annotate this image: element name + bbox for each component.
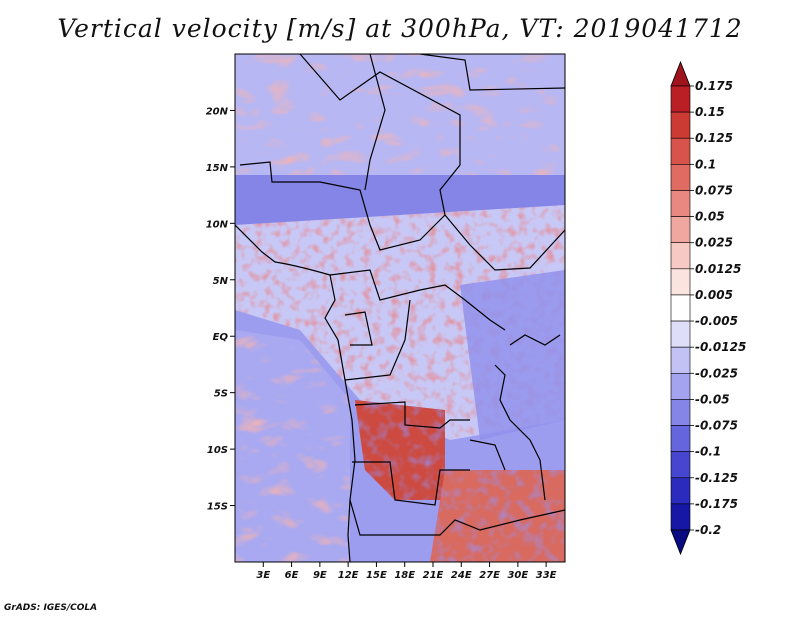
colorbar-label: 0.175 [695, 79, 733, 93]
colorbar-segment [670, 399, 691, 426]
colorbar-segment [670, 372, 691, 400]
colorbar-label: -0.05 [695, 392, 730, 406]
colorbar-segment [670, 137, 691, 165]
lat-tick-label: EQ [213, 332, 229, 343]
lat-tick-label: 10N [206, 219, 229, 230]
lon-tick-label: 18E [394, 570, 415, 581]
map-frame [234, 53, 566, 563]
colorbar-segment [670, 451, 691, 479]
lon-tick-label: 21E [423, 570, 444, 581]
colorbar-segment [670, 216, 691, 244]
lat-tick-label: 5S [214, 389, 228, 400]
lon-tick-label: 9E [313, 570, 327, 581]
lat-tick-label: 10S [207, 445, 228, 456]
colorbar-segment [670, 85, 691, 113]
lon-tick-label: 6E [285, 570, 299, 581]
colorbar-label: -0.005 [695, 314, 738, 328]
colorbar-label: 0.15 [695, 105, 725, 119]
colorbar-label: 0.005 [695, 288, 733, 302]
lon-tick-label: 3E [256, 570, 270, 581]
colorbar-segment [670, 268, 691, 296]
colorbar-label: -0.025 [695, 366, 738, 380]
colorbar-label: 0.05 [695, 210, 725, 224]
lat-tick-label: 15S [207, 502, 228, 513]
grads-credit: GrADS: IGES/COLA [4, 603, 98, 613]
colorbar-segment [670, 111, 691, 139]
lon-tick-label: 15E [366, 570, 387, 581]
colorbar-label: 0.0125 [695, 262, 741, 276]
colorbar-label: -0.2 [695, 523, 721, 537]
lat-tick-label: 20N [206, 106, 229, 117]
colorbar-label: -0.1 [695, 445, 721, 459]
colorbar-label: 0.075 [695, 183, 733, 197]
lon-tick-label: 12E [338, 570, 359, 581]
colorbar-bottom-arrow [670, 529, 691, 556]
colorbar-segment [670, 294, 691, 322]
lon-tick-label: 30E [507, 570, 528, 581]
colorbar-segment [670, 477, 691, 505]
colorbar-label: -0.175 [695, 497, 738, 511]
colorbar-segment [670, 164, 691, 191]
map-title: Vertical velocity [m/s] at 300hPa, VT: 2… [57, 14, 743, 43]
velocity-field [235, 54, 565, 562]
lon-tick-label: 24E [451, 570, 472, 581]
colorbar-segment [670, 190, 691, 217]
lon-tick-label: 33E [536, 570, 557, 581]
colorbar-segment [670, 425, 691, 452]
colorbar-label: -0.125 [695, 471, 738, 485]
lat-tick-label: 15N [206, 163, 229, 174]
colorbar-label: -0.0125 [695, 340, 746, 354]
lat-tick-label: 5N [213, 276, 229, 287]
colorbar-label: -0.075 [695, 419, 738, 433]
colorbar-label: 0.1 [695, 157, 716, 171]
colorbar-label: 0.025 [695, 236, 733, 250]
lon-tick-label: 27E [479, 570, 500, 581]
colorbar-segment [670, 346, 691, 374]
colorbar-top-arrow [670, 60, 691, 87]
latitude-axis: 20N 15N 10N 5N EQ 5S 10S 15S [206, 106, 235, 513]
longitude-axis: 3E 6E 9E 12E 15E 18E 21E 24E 27E 30E 33E [256, 562, 557, 581]
colorbar-segment [670, 242, 691, 270]
colorbar-segment [670, 320, 691, 348]
colorbar: 0.175 0.15 0.125 0.1 0.075 0.05 0.025 0.0125 0.0… [670, 60, 746, 556]
colorbar-label: 0.125 [695, 131, 733, 145]
colorbar-segment [670, 503, 691, 531]
